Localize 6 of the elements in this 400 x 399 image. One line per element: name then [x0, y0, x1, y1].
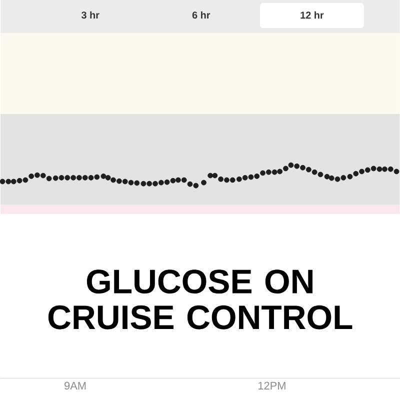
text: 6 hr [192, 11, 210, 18]
x-tick-label: 9AM [64, 382, 86, 390]
x-tick-label: 12PM [258, 382, 286, 390]
text: GLUCOSE ON CRUISE CONTROL [48, 269, 352, 330]
text: 12 hr [300, 11, 324, 18]
text: 3 hr [81, 11, 100, 19]
